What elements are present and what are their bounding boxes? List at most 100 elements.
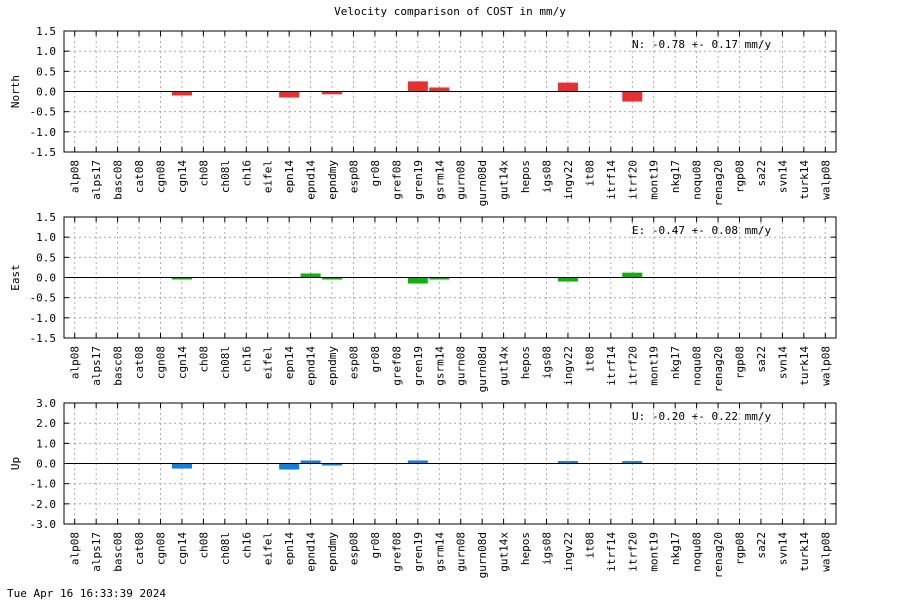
bar-cgn14	[171, 91, 192, 96]
x-tick-label: walp08	[819, 346, 832, 386]
y-tick-label: 2.0	[36, 417, 56, 430]
x-tick-label: gurn08d	[476, 532, 489, 578]
x-tick-label: nkg17	[669, 160, 682, 193]
x-tick-label: alps17	[90, 160, 103, 200]
y-tick-label: -1.0	[30, 478, 57, 491]
x-tick-label: epndmy	[326, 346, 339, 386]
y-tick-label: 3.0	[36, 397, 56, 410]
x-tick-label: renag20	[712, 160, 725, 206]
x-tick-label: it08	[583, 160, 596, 187]
x-tick-label: gut14x	[498, 160, 511, 200]
x-tick-label: mont19	[648, 346, 661, 386]
x-tick-label: gr08	[369, 346, 382, 373]
y-tick-label: 0.0	[36, 86, 56, 99]
x-tick-label: turk14	[798, 346, 811, 386]
bar-epndmy	[322, 277, 343, 280]
x-tick-label: igs08	[541, 346, 554, 379]
x-tick-label: basc08	[112, 160, 125, 200]
x-tick-label: gurn08	[455, 160, 468, 200]
x-tick-label: itrf14	[605, 532, 618, 572]
x-tick-label: noqu08	[691, 532, 704, 572]
bar-itrf20	[622, 272, 643, 278]
x-tick-label: gurn08	[455, 532, 468, 572]
y-tick-label: 1.0	[36, 45, 56, 58]
x-tick-label: gren19	[412, 532, 425, 572]
y-tick-label: 1.0	[36, 231, 56, 244]
x-tick-label: gsrm14	[433, 346, 446, 386]
x-tick-label: gr08	[369, 532, 382, 559]
bar-itrf20	[622, 461, 643, 464]
bar-ingv22	[557, 461, 578, 464]
bar-gsrm14	[429, 87, 450, 92]
x-tick-label: noqu08	[691, 160, 704, 200]
x-tick-label: itrf14	[605, 346, 618, 386]
x-tick-label: mont19	[648, 532, 661, 572]
x-tick-label: ch16	[240, 346, 253, 373]
x-tick-label: cgn14	[176, 532, 189, 565]
x-tick-label: gut14x	[498, 532, 511, 572]
x-tick-label: epn14	[283, 160, 296, 193]
x-tick-label: gref08	[390, 346, 403, 386]
x-tick-label: svn14	[776, 346, 789, 379]
x-tick-label: igs08	[541, 532, 554, 565]
x-tick-label: it08	[583, 346, 596, 373]
x-tick-label: svn14	[776, 532, 789, 565]
bar-epndmy	[322, 91, 343, 95]
x-tick-label: epn14	[283, 346, 296, 379]
x-tick-label: eifel	[262, 346, 275, 379]
x-tick-label: epnd14	[305, 346, 318, 386]
x-tick-label: gsrm14	[433, 160, 446, 200]
x-tick-label: esp08	[348, 346, 361, 379]
y-tick-label: -1.5	[30, 332, 57, 345]
x-tick-label: alps17	[90, 346, 103, 386]
x-tick-label: ch16	[240, 532, 253, 559]
x-tick-label: renag20	[712, 532, 725, 578]
x-tick-label: rgp08	[734, 532, 747, 565]
y-tick-label: -1.5	[30, 146, 57, 159]
x-tick-label: cgn14	[176, 160, 189, 193]
x-tick-label: hepos	[519, 160, 532, 193]
bar-cgn14	[171, 277, 192, 280]
x-tick-label: itrf20	[626, 160, 639, 200]
x-tick-label: walp08	[819, 532, 832, 572]
y-tick-label: 0.5	[36, 65, 56, 78]
bar-gren19	[407, 81, 428, 92]
plot-frame	[63, 216, 837, 339]
x-tick-label: noqu08	[691, 346, 704, 386]
x-tick-label: ch08l	[219, 346, 232, 379]
y-tick-label: 1.5	[36, 211, 56, 224]
x-tick-label: basc08	[112, 532, 125, 572]
y-axis-label: East	[9, 264, 22, 291]
bar-gren19	[407, 277, 428, 284]
x-tick-label: cat08	[133, 532, 146, 565]
x-tick-label: sa22	[755, 160, 768, 187]
x-tick-label: gren19	[412, 346, 425, 386]
x-tick-label: cgn08	[155, 160, 168, 193]
x-tick-label: ch08l	[219, 160, 232, 193]
x-tick-label: gren19	[412, 160, 425, 200]
x-tick-label: gurn08	[455, 346, 468, 386]
x-tick-label: cgn08	[155, 532, 168, 565]
y-tick-label: -2.0	[30, 498, 57, 511]
y-tick-label: 1.5	[36, 25, 56, 38]
stats-annotation: U: -0.20 +- 0.22 mm/y	[632, 410, 771, 423]
x-tick-label: nkg17	[669, 532, 682, 565]
bar-ingv22	[557, 82, 578, 92]
x-tick-label: ch08	[197, 532, 210, 559]
x-tick-label: turk14	[798, 532, 811, 572]
x-tick-label: nkg17	[669, 346, 682, 379]
x-tick-label: ch08	[197, 346, 210, 373]
x-tick-label: walp08	[819, 160, 832, 200]
timestamp: Tue Apr 16 16:33:39 2024	[7, 587, 166, 600]
x-tick-label: cgn14	[176, 346, 189, 379]
x-tick-label: gut14x	[498, 346, 511, 386]
x-tick-label: renag20	[712, 346, 725, 392]
bar-epnd14	[300, 273, 321, 278]
x-tick-label: itrf20	[626, 532, 639, 572]
x-tick-label: itrf20	[626, 346, 639, 386]
x-tick-label: rgp08	[734, 160, 747, 193]
bar-gren19	[407, 460, 428, 464]
x-tick-label: itrf14	[605, 160, 618, 200]
x-tick-label: it08	[583, 532, 596, 559]
